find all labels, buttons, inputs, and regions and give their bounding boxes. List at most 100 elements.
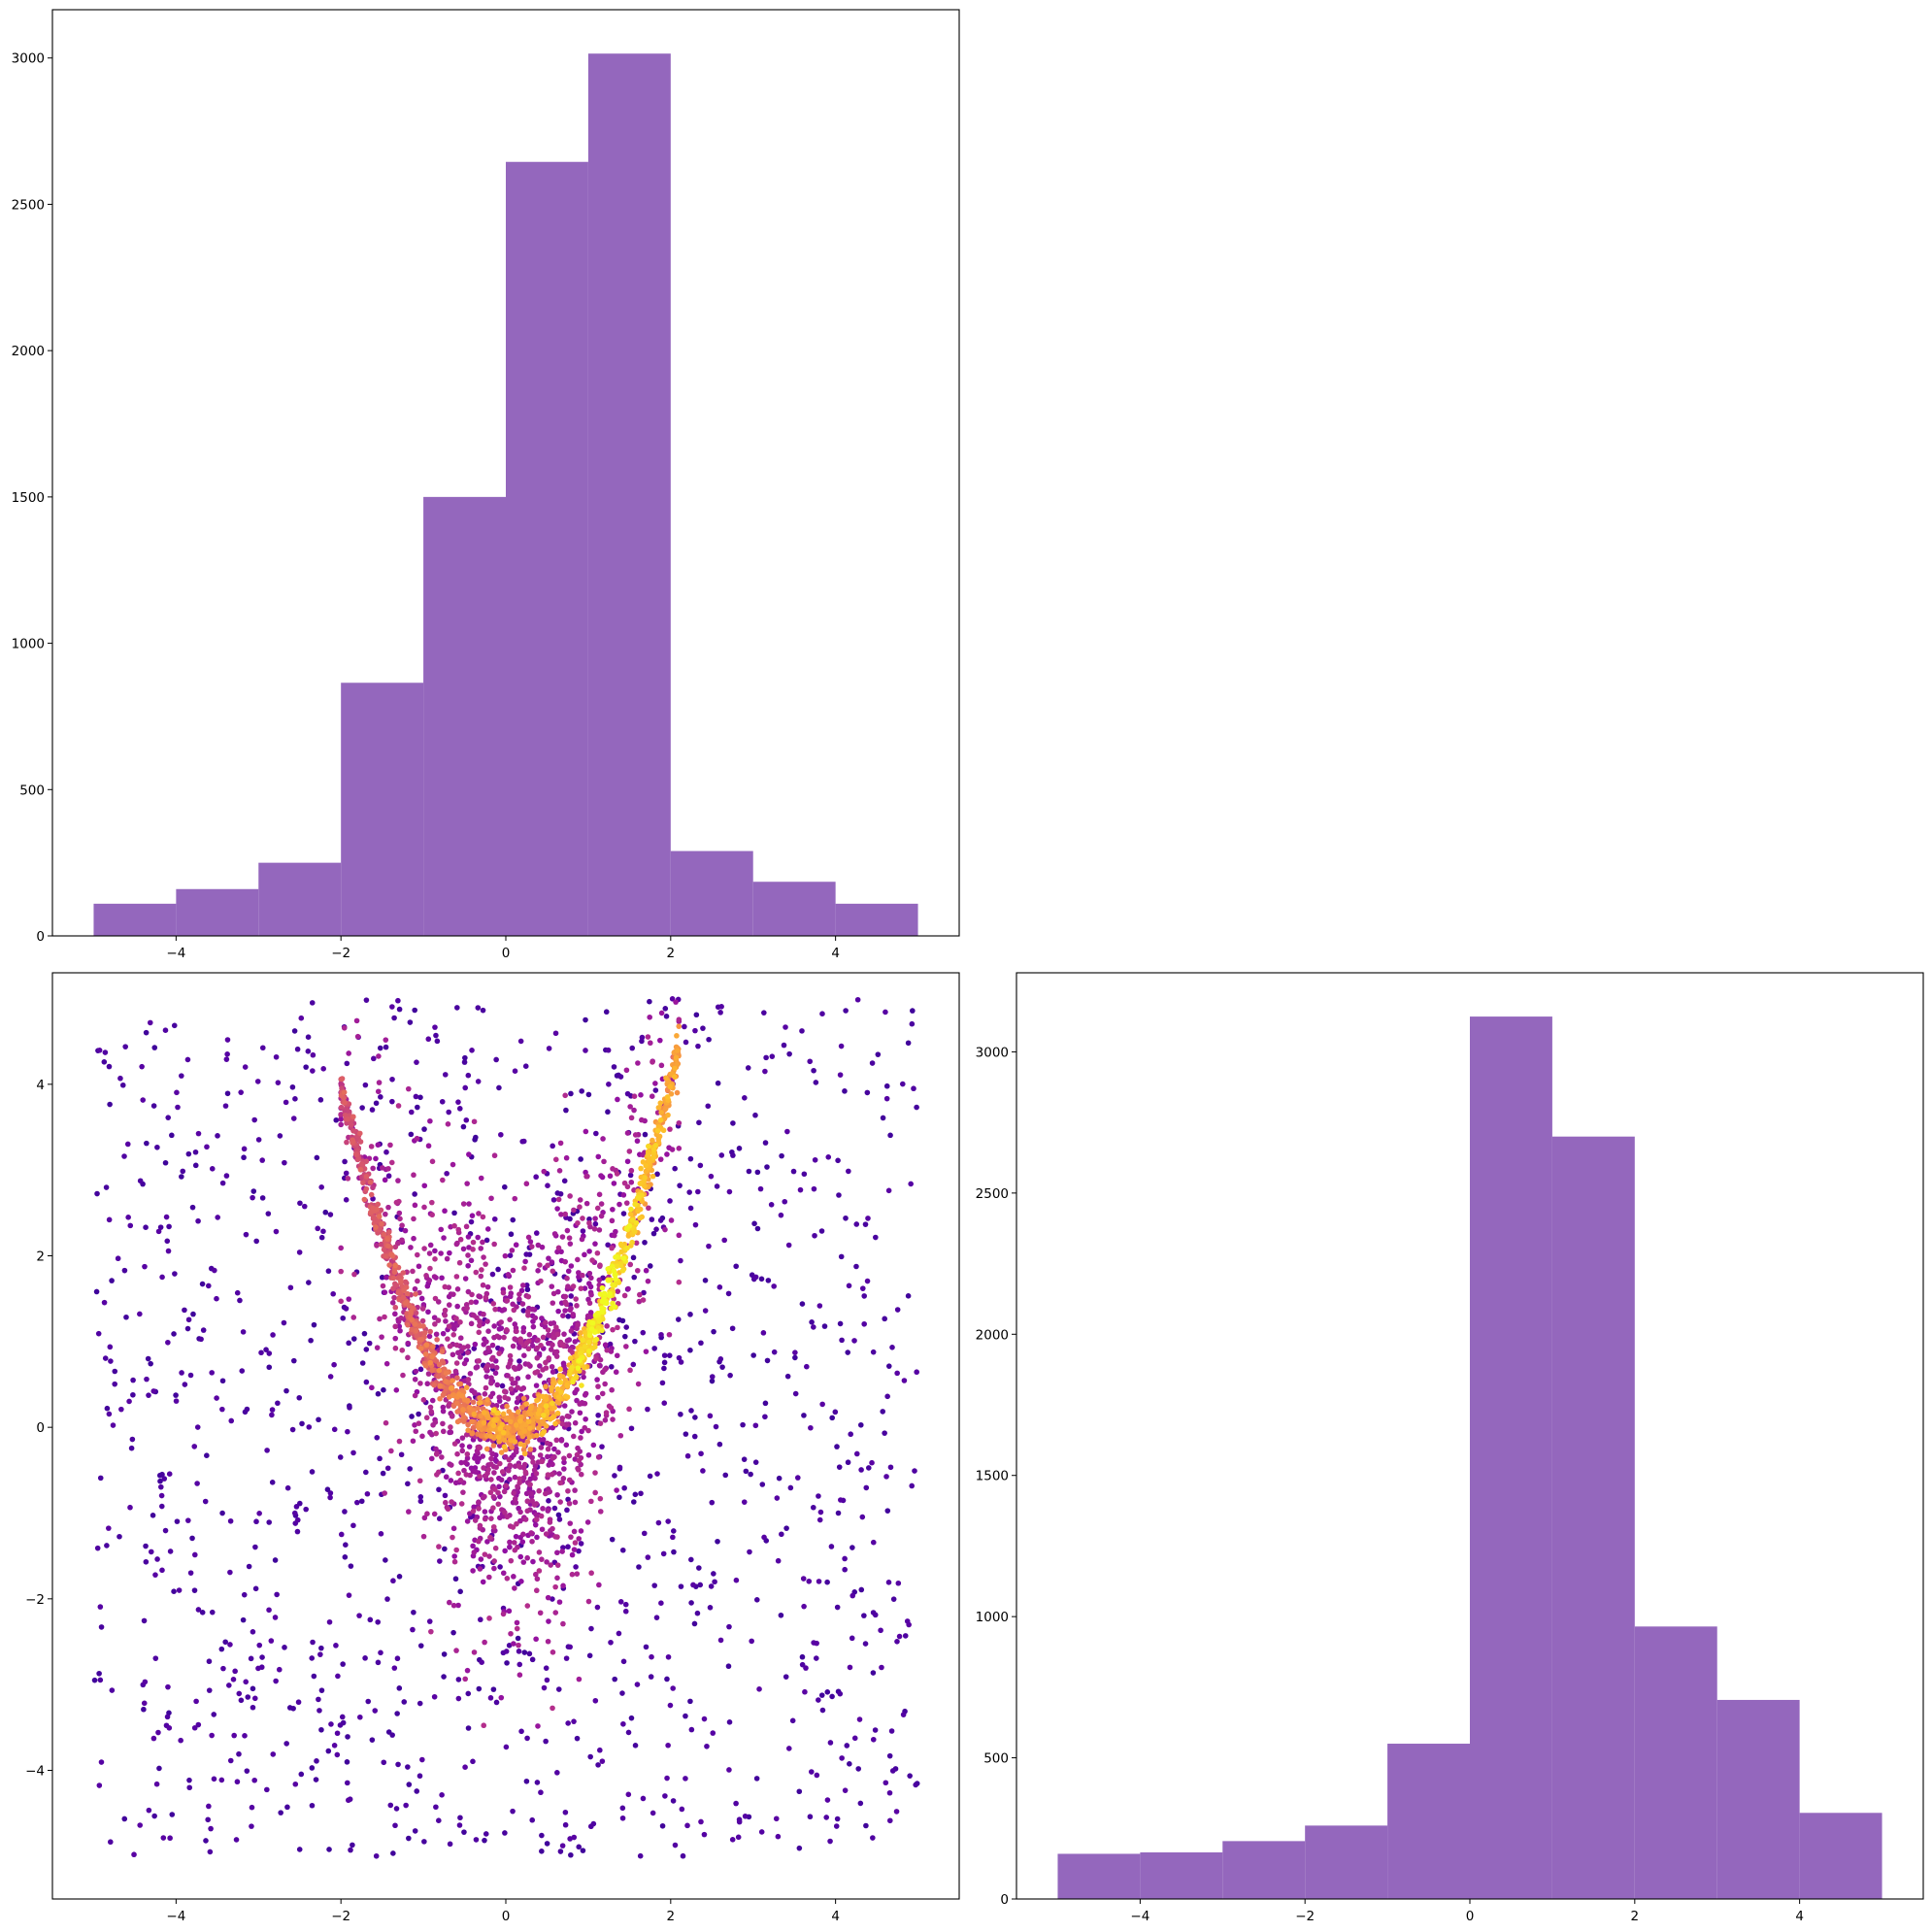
- scatter-point: [574, 1735, 581, 1742]
- scatter-point: [614, 1263, 620, 1269]
- scatter-point: [486, 1553, 492, 1559]
- scatter-point: [775, 1557, 782, 1564]
- scatter-point: [533, 1230, 540, 1236]
- scatter-point: [482, 1837, 487, 1844]
- scatter-point: [593, 1355, 599, 1362]
- scatter-point: [236, 1690, 243, 1697]
- scatter-point: [829, 1415, 835, 1421]
- scatter-point: [264, 1786, 270, 1793]
- scatter-point: [554, 1206, 560, 1212]
- scatter-point: [179, 1073, 184, 1079]
- scatter-point: [228, 1417, 235, 1424]
- scatter-point: [741, 1456, 748, 1462]
- scatter-point: [496, 1438, 502, 1445]
- scatter-point: [643, 1644, 650, 1650]
- scatter-point: [676, 1119, 683, 1126]
- scatter-point: [102, 1049, 109, 1055]
- scatter-point: [722, 1472, 729, 1479]
- scatter-point: [455, 1226, 462, 1233]
- scatter-point: [632, 1491, 639, 1498]
- scatter-point: [222, 1103, 229, 1109]
- scatter-point: [552, 1030, 559, 1037]
- scatter-point: [564, 1507, 570, 1514]
- scatter-point: [628, 1167, 635, 1174]
- scatter-point: [436, 1817, 442, 1824]
- scatter-point: [480, 1007, 486, 1014]
- scatter-point: [528, 1490, 535, 1497]
- scatter-point: [405, 1481, 411, 1487]
- scatter-point: [442, 1072, 449, 1078]
- scatter-point: [305, 1034, 312, 1040]
- scatter-point: [268, 1638, 275, 1644]
- scatter-point: [729, 1325, 736, 1332]
- scatter-point: [672, 1065, 678, 1072]
- scatter-point: [416, 1337, 423, 1343]
- scatter-point: [309, 1765, 316, 1771]
- scatter-point: [423, 1273, 429, 1279]
- scatter-point: [305, 1049, 312, 1054]
- scatter-point: [95, 1330, 102, 1337]
- scatter-point: [642, 1131, 649, 1138]
- scatter-point: [888, 1728, 895, 1734]
- scatter-point: [421, 1515, 428, 1521]
- scatter-point: [746, 1168, 752, 1175]
- scatter-point: [554, 1575, 560, 1582]
- scatter-point: [620, 1658, 627, 1665]
- scatter-point: [510, 1267, 516, 1274]
- scatter-point: [554, 1385, 561, 1392]
- scatter-point: [250, 1704, 256, 1711]
- scatter-point: [365, 1698, 372, 1705]
- scatter-point: [172, 1271, 178, 1277]
- scatter-point: [691, 1620, 698, 1627]
- scatter-point: [107, 1101, 113, 1108]
- scatter-point: [537, 1363, 543, 1369]
- scatter-point: [632, 1228, 638, 1235]
- scatter-point: [211, 1776, 217, 1782]
- scatter-point: [678, 1411, 683, 1417]
- scatter-point: [557, 1190, 564, 1197]
- scatter-point: [457, 1477, 464, 1483]
- scatter-point: [821, 1323, 828, 1329]
- scatter-point: [696, 1119, 702, 1126]
- scatter-point: [106, 1525, 112, 1531]
- scatter-point: [141, 1706, 147, 1713]
- scatter-point: [586, 1281, 592, 1286]
- scatter-point: [533, 1587, 540, 1594]
- scatter-point: [476, 1499, 482, 1505]
- scatter-point: [343, 1542, 349, 1549]
- scatter-point: [670, 1798, 677, 1804]
- scatter-point: [470, 1758, 476, 1765]
- scatter-point: [568, 1263, 575, 1269]
- scatter-point: [355, 1156, 361, 1162]
- scatter-point: [124, 1141, 131, 1148]
- scatter-point: [421, 1126, 427, 1132]
- scatter-point: [154, 1556, 160, 1562]
- scatter-point: [847, 1664, 853, 1671]
- scatter-point: [683, 1713, 688, 1719]
- scatter-point: [516, 1661, 523, 1668]
- scatter-point: [588, 1275, 594, 1282]
- scatter-point: [546, 1332, 551, 1339]
- scatter-point: [251, 1116, 257, 1123]
- scatter-point: [849, 1635, 855, 1642]
- scatter-point: [402, 1227, 409, 1234]
- scatter-point: [564, 1338, 571, 1344]
- scatter-point: [291, 1510, 298, 1516]
- scatter-point: [163, 1214, 170, 1220]
- scatter-point: [691, 1433, 698, 1440]
- scatter-point: [189, 1204, 196, 1211]
- scatter-point: [139, 1063, 145, 1070]
- scatter-point: [469, 1291, 475, 1298]
- scatter-point: [488, 1380, 494, 1386]
- scatter-point: [514, 1619, 520, 1626]
- scatter-point: [339, 1085, 345, 1091]
- scatter-point: [190, 1311, 196, 1317]
- scatter-point: [864, 1278, 871, 1284]
- scatter-point: [875, 1051, 882, 1057]
- scatter-point: [420, 1533, 427, 1540]
- scatter-point: [392, 1345, 399, 1351]
- scatter-point: [270, 1332, 276, 1338]
- scatter-point: [663, 1014, 670, 1019]
- scatter-point: [574, 1451, 581, 1458]
- scatter-point: [369, 1107, 376, 1113]
